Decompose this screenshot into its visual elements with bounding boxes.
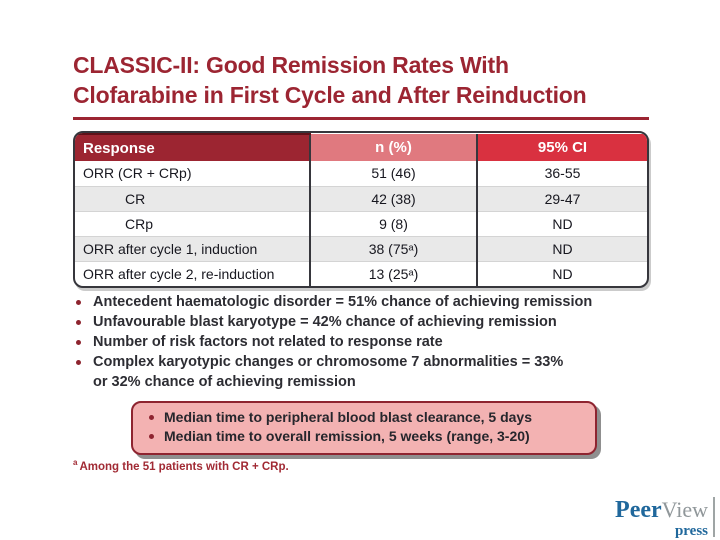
cell-ci: 36-55 — [476, 161, 647, 186]
cell-n-pct: 13 (25ᵃ) — [309, 260, 477, 286]
cell-n-pct: 38 (75ᵃ) — [309, 235, 477, 261]
list-item: Antecedent haematologic disorder = 51% c… — [73, 292, 629, 312]
peerview-press-logo: PeerView press — [615, 497, 715, 539]
footnote: a Among the 51 patients with CR + CRp. — [73, 458, 289, 473]
column-header-n-pct: n (%) — [309, 134, 477, 161]
table-row: ORR after cycle 1, induction 38 (75ᵃ) ND — [75, 235, 647, 261]
list-item: Unfavourable blast karyotype = 42% chanc… — [73, 312, 629, 332]
key-findings-list: Antecedent haematologic disorder = 51% c… — [73, 292, 629, 392]
list-item: Complex karyotypic changes or chromosome… — [73, 352, 629, 392]
table-row: CR 42 (38) 29-47 — [75, 185, 647, 211]
logo-view: View — [661, 497, 708, 522]
results-table: Response n (%) 95% CI ORR (CR + CRp) 51 … — [73, 131, 649, 288]
footnote-marker: a — [73, 458, 78, 467]
page-title-line2: Clofarabine in First Cycle and After Rei… — [73, 82, 587, 108]
column-header-response: Response — [75, 133, 310, 161]
cell-ci: 29-47 — [476, 185, 647, 211]
cell-n-pct: 42 (38) — [309, 185, 477, 211]
callout-item: Median time to peripheral blood blast cl… — [145, 408, 585, 427]
cell-response: ORR (CR + CRp) — [83, 165, 192, 182]
cell-ci: ND — [476, 260, 647, 286]
cell-response: ORR after cycle 1, induction — [75, 235, 310, 261]
table-header-row: Response n (%) 95% CI — [75, 133, 647, 161]
callout-item: Median time to overall remission, 5 week… — [145, 427, 585, 446]
footnote-text: Among the 51 patients with CR + CRp. — [79, 460, 289, 473]
table-row: ORR after cycle 2, re-induction 13 (25ᵃ)… — [75, 260, 647, 286]
cell-response: CR — [75, 185, 310, 211]
median-time-callout: Median time to peripheral blood blast cl… — [131, 401, 597, 455]
cell-ci: ND — [476, 210, 647, 236]
cell-ci: ND — [476, 235, 647, 261]
table-row: ORR (CR + CRp) 51 (46) 36-55 — [75, 161, 647, 186]
cell-response: CRp — [75, 210, 310, 236]
title-divider — [73, 117, 649, 120]
list-item: Number of risk factors not related to re… — [73, 332, 629, 352]
page-title: CLASSIC-II: Good Remission Rates With Cl… — [73, 50, 673, 110]
cell-n-pct: 9 (8) — [309, 210, 477, 236]
logo-peer: Peer — [615, 497, 662, 523]
logo-press: press — [674, 523, 708, 539]
cell-n-pct: 51 (46) — [309, 161, 477, 186]
table-row: CRp 9 (8) ND — [75, 210, 647, 236]
column-header-ci: 95% CI — [476, 134, 647, 161]
cell-response: ORR after cycle 2, re-induction — [75, 260, 310, 286]
page-title-line1: CLASSIC-II: Good Remission Rates With — [73, 52, 509, 78]
